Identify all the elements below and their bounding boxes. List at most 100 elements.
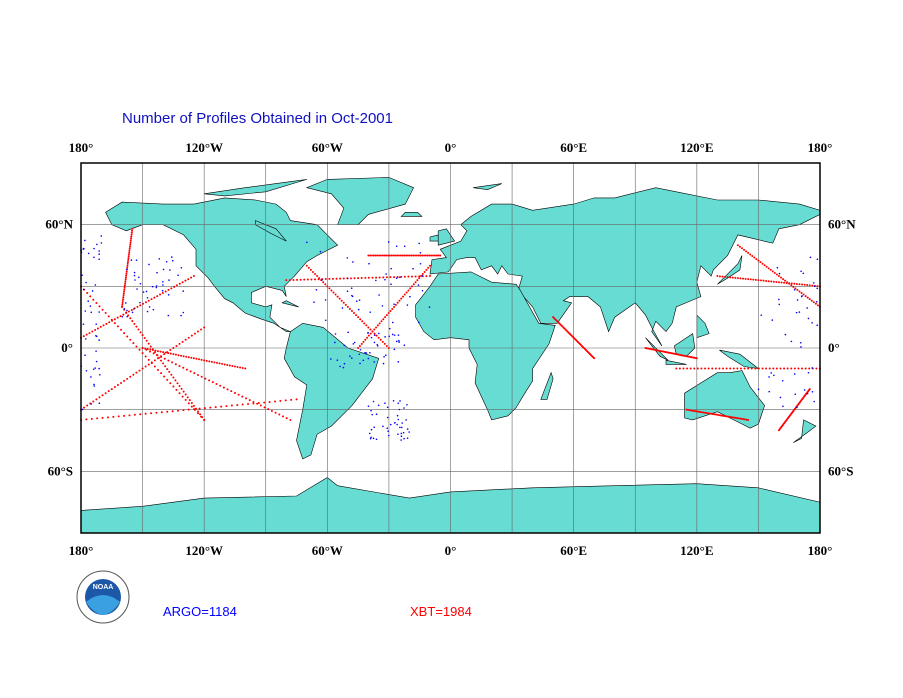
xbt-dot xyxy=(126,377,129,380)
xbt-dot xyxy=(116,384,119,386)
argo-dot xyxy=(95,350,97,352)
argo-dot xyxy=(395,245,398,248)
argo-dot xyxy=(93,256,95,259)
xbt-dot xyxy=(414,281,417,284)
xbt-dot xyxy=(184,393,187,396)
xbt-dot xyxy=(424,254,427,257)
xbt-dot xyxy=(802,293,805,296)
xbt-dot xyxy=(396,254,399,257)
xbt-dot xyxy=(696,367,699,370)
xbt-dot xyxy=(768,367,771,370)
xbt-dot xyxy=(793,282,796,285)
xbt-dot xyxy=(381,340,384,343)
argo-dot xyxy=(809,256,812,259)
xbt-dot xyxy=(757,367,760,370)
argo-dot xyxy=(375,279,377,282)
xbt-dot xyxy=(730,416,733,419)
landmass xyxy=(673,333,696,357)
xbt-dot xyxy=(742,277,745,280)
xbt-dot xyxy=(755,258,758,261)
xbt-dot xyxy=(172,385,175,388)
landmass xyxy=(793,419,817,443)
xbt-dot xyxy=(259,404,262,407)
xbt-dot xyxy=(739,417,742,420)
argo-dot xyxy=(812,282,815,284)
xbt-dot xyxy=(221,362,224,365)
xbt-dot xyxy=(163,375,166,378)
xbt-dot xyxy=(116,316,119,319)
argo-dot xyxy=(352,261,354,263)
argo-dot xyxy=(168,279,170,281)
lon-label: 0° xyxy=(445,543,457,558)
xbt-dot xyxy=(203,326,206,329)
xbt-dot xyxy=(788,282,791,285)
xbt-dot xyxy=(189,370,192,373)
argo-dot xyxy=(393,334,396,336)
lon-label: 180° xyxy=(808,140,833,155)
xbt-dot xyxy=(761,367,764,370)
argo-dot xyxy=(779,396,782,399)
xbt-dot xyxy=(708,412,711,415)
argo-dot xyxy=(400,432,403,435)
xbt-dot xyxy=(700,411,703,414)
xbt-dot xyxy=(707,367,710,370)
xbt-dot xyxy=(137,328,140,331)
argo-dot xyxy=(369,351,371,354)
argo-dot xyxy=(100,242,103,244)
argo-dot xyxy=(121,315,124,318)
xbt-dot xyxy=(678,367,681,370)
xbt-dot xyxy=(228,364,231,367)
xbt-dot xyxy=(263,406,266,409)
xbt-dot xyxy=(747,251,750,254)
argo-count: ARGO=1184 xyxy=(163,604,237,619)
argo-dot xyxy=(142,291,145,293)
xbt-dot xyxy=(170,287,173,290)
argo-dot xyxy=(182,290,185,292)
xbt-dot xyxy=(358,344,361,347)
xbt-dot xyxy=(334,293,337,296)
argo-dot xyxy=(156,271,158,274)
argo-dot xyxy=(816,258,819,261)
xbt-dot xyxy=(417,254,420,257)
xbt-dot xyxy=(123,332,126,335)
argo-dot xyxy=(390,267,392,270)
xbt-dot xyxy=(98,396,101,399)
xbt-dot xyxy=(710,412,713,415)
xbt-dot xyxy=(247,403,250,406)
xbt-dot xyxy=(411,275,414,278)
argo-dot xyxy=(315,289,318,291)
argo-dot xyxy=(306,241,308,244)
xbt-dot xyxy=(816,304,819,307)
xbt-dot xyxy=(738,245,741,248)
xbt-dot xyxy=(244,367,247,370)
xbt-dot xyxy=(144,365,147,368)
xbt-dot xyxy=(170,373,173,376)
xbt-dot xyxy=(384,316,387,319)
xbt-dot xyxy=(371,330,374,333)
argo-dot xyxy=(397,402,400,404)
argo-dot xyxy=(421,289,424,292)
xbt-dot xyxy=(190,405,193,408)
xbt-dot xyxy=(141,367,144,370)
argo-dot xyxy=(778,272,781,275)
argo-dot xyxy=(350,287,353,290)
xbt-dot xyxy=(180,354,183,357)
xbt-dot xyxy=(136,305,139,308)
argo-dot xyxy=(82,323,85,325)
argo-dot xyxy=(94,367,96,369)
argo-dot xyxy=(90,311,93,314)
xbt-dot xyxy=(737,417,740,420)
xbt-dot xyxy=(714,367,717,370)
xbt-dot xyxy=(153,351,156,354)
xbt-dot xyxy=(697,410,700,413)
xbt-dot xyxy=(223,363,226,366)
argo-dot xyxy=(811,322,813,324)
argo-dot xyxy=(403,437,405,440)
xbt-dot xyxy=(816,285,819,288)
argo-dot xyxy=(371,413,374,416)
argo-dot xyxy=(397,433,399,435)
xbt-dot xyxy=(381,254,384,257)
xbt-dot xyxy=(125,274,128,277)
xbt-dot xyxy=(281,415,284,418)
xbt-dot xyxy=(412,283,415,286)
